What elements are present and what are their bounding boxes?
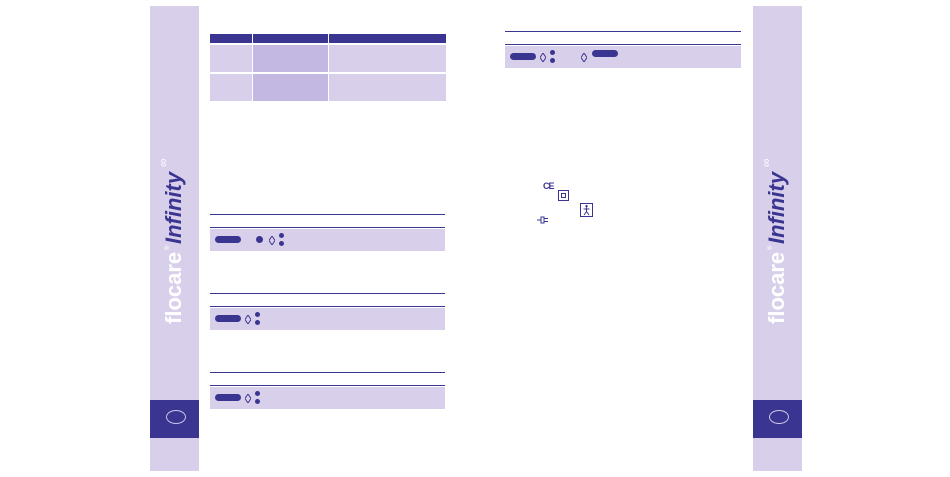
dot-icon xyxy=(255,320,260,325)
ce-mark-icon: CE xyxy=(543,181,554,191)
brand-logo: flocare Infinity ® ∞ xyxy=(150,156,199,331)
page-number-block xyxy=(753,400,802,438)
up-down-diamond-icon xyxy=(245,315,251,324)
dot-icon xyxy=(255,391,260,396)
button-pill-icon xyxy=(592,50,618,57)
dot-icon xyxy=(255,399,260,404)
step-bar-1 xyxy=(210,214,445,251)
page-number-oval xyxy=(769,410,789,424)
plug-icon xyxy=(537,216,549,224)
brand-wordmark: flocare xyxy=(161,252,186,324)
page-number-oval xyxy=(166,410,186,424)
dot-icon xyxy=(550,58,555,63)
up-down-diamond-icon xyxy=(540,53,546,62)
bf-applied-part-icon xyxy=(580,203,593,217)
spec-table-header xyxy=(210,34,446,43)
up-down-diamond-icon xyxy=(581,53,587,62)
button-pill-icon xyxy=(510,53,536,60)
dot-icon xyxy=(256,236,263,243)
button-pill-icon xyxy=(215,236,241,243)
step-bar-2 xyxy=(210,293,445,330)
side-tab-right: flocare Infinity ® ∞ xyxy=(753,6,802,471)
brand-product: Infinity xyxy=(161,170,186,244)
table-row xyxy=(210,45,446,72)
brand-product: Infinity xyxy=(764,170,789,244)
button-pill-icon xyxy=(215,394,241,401)
side-tab-left: flocare Infinity ® ∞ xyxy=(150,6,199,471)
svg-text:∞: ∞ xyxy=(156,158,170,167)
dot-icon xyxy=(550,50,555,55)
dot-icon xyxy=(255,312,260,317)
step-bar-3 xyxy=(210,372,445,409)
step-bar-right xyxy=(505,31,741,68)
table-row xyxy=(210,74,446,101)
spec-table xyxy=(210,34,446,101)
svg-text:∞: ∞ xyxy=(759,158,773,167)
button-pill-icon xyxy=(215,315,241,322)
up-down-diamond-icon xyxy=(245,394,251,403)
dot-icon xyxy=(279,233,284,238)
page-number-block xyxy=(150,400,199,438)
brand-registered: ® xyxy=(164,245,171,250)
brand-registered: ® xyxy=(767,245,774,250)
dot-icon xyxy=(279,241,284,246)
double-square-icon xyxy=(558,190,569,201)
brand-wordmark: flocare xyxy=(764,252,789,324)
up-down-diamond-icon xyxy=(269,236,275,245)
brand-logo: flocare Infinity ® ∞ xyxy=(753,156,802,331)
